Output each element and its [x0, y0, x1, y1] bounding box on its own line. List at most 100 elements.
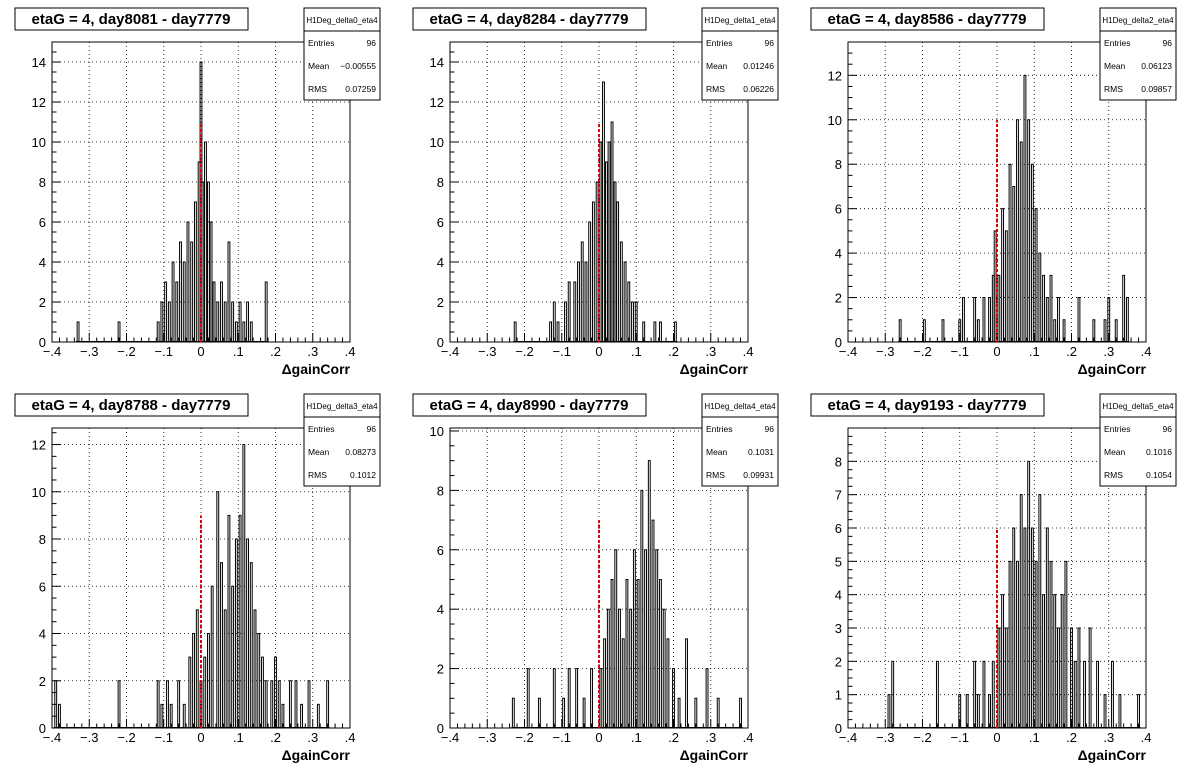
histogram-bin — [238, 514, 242, 728]
title-frame — [14, 7, 249, 31]
y-tick-label: 12 — [430, 95, 444, 110]
histogram-bin — [1107, 297, 1111, 342]
histogram-bin — [662, 608, 666, 728]
stats-label: Mean — [1104, 61, 1126, 71]
histogram-bin — [629, 608, 633, 728]
histogram-bin — [552, 301, 556, 342]
stats-value: 0.08273 — [345, 447, 376, 457]
stats-name: H1Deg_delta0_eta4 — [306, 16, 378, 25]
histogram-bin — [182, 703, 186, 728]
histogram-bin — [659, 578, 662, 728]
stats-label: Mean — [706, 447, 728, 457]
histogram-bin — [1030, 527, 1034, 728]
stats-name: H1Deg_delta1_eta4 — [704, 16, 776, 25]
histogram-bin — [307, 680, 311, 728]
histogram-bin — [220, 562, 223, 728]
stats-value: 0.1054 — [1146, 470, 1172, 480]
histogram-panel: −.4 −.3 −.2 −.1 0 .1 .2 .3 .4 0 2 4 6 8 10 12 ΔgainCorr e… — [14, 393, 381, 763]
stats-name: H1Deg_delta3_eta4 — [306, 402, 378, 411]
x-tick-label: −.2 — [515, 344, 533, 359]
x-tick-label: −.3 — [478, 344, 496, 359]
stats-value: 0.09931 — [743, 470, 774, 480]
histogram-bin — [261, 656, 264, 728]
y-tick-label: 2 — [39, 295, 46, 310]
stats-value: 96 — [367, 38, 377, 48]
histogram-bin — [640, 489, 644, 728]
histogram-bin — [1016, 560, 1019, 728]
stats-name: H1Deg_delta4_eta4 — [704, 402, 776, 411]
histogram-bin — [610, 578, 614, 728]
title-frame — [14, 393, 249, 417]
y-tick-label: 6 — [39, 215, 46, 230]
x-tick-label: .1 — [233, 730, 244, 745]
stats-value: 0.09857 — [1141, 84, 1172, 94]
histogram-bin — [264, 281, 268, 342]
x-tick-label: −.3 — [876, 344, 894, 359]
histogram-bin — [156, 321, 160, 342]
y-tick-label: 14 — [32, 55, 46, 70]
histogram-bin — [613, 181, 617, 342]
x-tick-label: .4 — [743, 730, 754, 745]
histogram-bin — [160, 703, 164, 728]
histogram-bin — [246, 301, 249, 342]
y-tick-label: 6 — [835, 521, 842, 536]
histogram-bin — [1070, 627, 1073, 728]
histogram-bin — [204, 141, 207, 342]
x-tick-label: .1 — [1029, 344, 1040, 359]
x-tick-label: .2 — [668, 344, 679, 359]
x-tick-label: −.3 — [478, 730, 496, 745]
histogram-bin — [192, 633, 195, 728]
histogram-bin — [993, 230, 997, 342]
x-tick-label: −.1 — [951, 344, 969, 359]
x-tick-label: .3 — [307, 344, 318, 359]
histogram-bin — [647, 460, 651, 728]
title-frame — [810, 7, 1045, 31]
histogram-bin — [621, 638, 625, 728]
stats-label: Mean — [706, 61, 728, 71]
histogram-bin — [513, 321, 517, 342]
y-tick-label: 8 — [835, 454, 842, 469]
stats-value: 96 — [765, 38, 775, 48]
y-tick-label: 12 — [32, 95, 46, 110]
y-tick-label: 8 — [835, 157, 842, 172]
y-tick-label: 6 — [437, 215, 444, 230]
x-axis-label: ΔgainCorr — [1078, 747, 1147, 763]
histogram-bin — [632, 549, 636, 728]
stats-value: 0.1012 — [350, 470, 376, 480]
y-tick-label: 6 — [437, 543, 444, 558]
histogram-bin — [1057, 297, 1060, 342]
histogram-bin — [958, 694, 962, 728]
x-tick-label: −.4 — [839, 730, 857, 745]
histogram-bin — [167, 301, 171, 342]
y-tick-label: 0 — [835, 721, 842, 736]
histogram-bin — [117, 321, 121, 342]
stats-box: H1Deg_delta4_eta4 Entries 96 Mean 0.1031 RMS 0… — [701, 393, 779, 487]
histogram-bin — [249, 562, 253, 728]
stats-label: Mean — [308, 61, 330, 71]
x-tick-label: .3 — [1103, 730, 1114, 745]
histogram-bin — [1077, 297, 1081, 342]
chart-title: etaG = 4, day8990 - day7779 — [430, 397, 629, 414]
x-tick-label: .3 — [307, 730, 318, 745]
x-tick-label: 0 — [993, 344, 1000, 359]
stats-name: H1Deg_delta2_eta4 — [1102, 16, 1174, 25]
stats-label: Entries — [706, 424, 732, 434]
x-tick-label: −.3 — [80, 344, 98, 359]
histogram-bin — [274, 656, 277, 728]
histogram-bin — [220, 281, 223, 342]
histogram-bin — [619, 241, 623, 342]
histogram-bin — [169, 703, 173, 728]
histogram-bin — [673, 321, 677, 342]
y-tick-label: 7 — [835, 488, 842, 503]
histogram-bin — [511, 697, 515, 728]
stats-value: 0.06123 — [1141, 61, 1172, 71]
histogram-bin — [1125, 297, 1129, 342]
histogram-bin — [257, 633, 261, 728]
histogram-bin — [1045, 527, 1049, 728]
histogram-panel: −.4 −.3 −.2 −.1 0 .1 .2 .3 .4 0 2 4 6 8 10 12 14 ΔgainCor… — [14, 7, 381, 377]
y-tick-label: 10 — [32, 485, 46, 500]
histogram-bin — [1004, 627, 1008, 728]
histogram-bin — [54, 680, 58, 728]
y-tick-label: 4 — [39, 627, 46, 642]
